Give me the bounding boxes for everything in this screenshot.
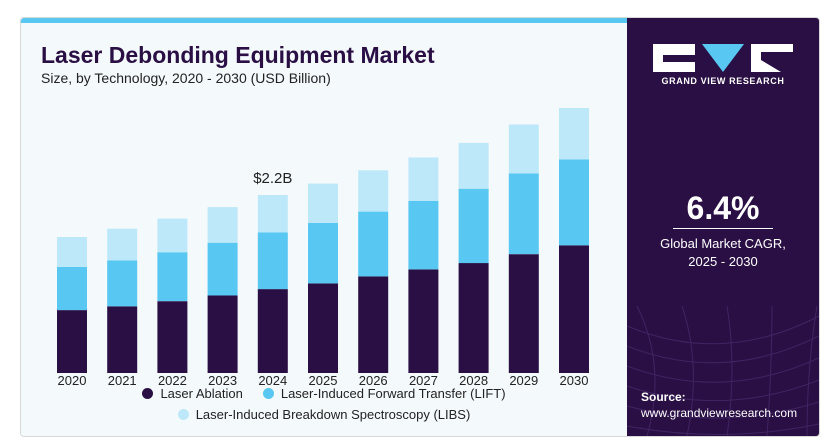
x-tick-label-2030: 2030 — [560, 373, 589, 388]
bar-libs-2030 — [559, 108, 589, 160]
logo-wordmark: GRAND VIEW RESEARCH — [661, 76, 785, 86]
x-tick-label-2027: 2027 — [409, 373, 438, 388]
bar-lift-2021 — [107, 260, 138, 307]
bar-lift-2030 — [559, 159, 589, 246]
x-tick-label-2024: 2024 — [258, 373, 287, 388]
cagr-label-line1: Global Market CAGR, — [660, 236, 786, 251]
bar-lift-2023 — [207, 242, 238, 296]
bar-libs-2026 — [358, 170, 389, 212]
x-tick-label-2025: 2025 — [309, 373, 338, 388]
legend-label-libs: Laser-Induced Breakdown Spectroscopy (LI… — [195, 406, 471, 422]
cagr-value: 6.4% — [686, 190, 760, 226]
bar-lift-2026 — [358, 211, 389, 277]
chart-legend: Laser Ablation Laser-Induced Forward Tra… — [21, 384, 627, 426]
legend-swatch-ablation — [142, 387, 154, 399]
grand-view-research-logo — [653, 44, 793, 72]
cagr-label: Global Market CAGR, 2025 - 2030 — [627, 235, 819, 271]
x-tick-label-2028: 2028 — [459, 373, 488, 388]
legend-label-ablation: Laser Ablation — [160, 385, 243, 401]
x-tick-label-2029: 2029 — [509, 373, 538, 388]
grid-decoration — [627, 306, 819, 436]
bar-libs-2025 — [308, 183, 338, 223]
bar-libs-2029 — [508, 124, 539, 174]
bar-ablation-2028 — [458, 263, 489, 373]
bar-ablation-2020 — [57, 310, 87, 373]
bar-ablation-2027 — [408, 269, 439, 373]
bar-lift-2020 — [57, 266, 87, 311]
bar-ablation-2030 — [559, 245, 589, 373]
bar-lift-2029 — [508, 173, 539, 255]
x-tick-label-2023: 2023 — [208, 373, 237, 388]
source-label: Source: — [641, 390, 686, 404]
bar-ablation-2026 — [358, 276, 389, 373]
bar-ablation-2023 — [207, 295, 238, 373]
bar-libs-2027 — [408, 157, 439, 201]
stacked-bar-chart: 2020 2021 2022 2023 2024 $2.2B 2025 2026 2027 202… — [57, 108, 589, 388]
bar-lift-2025 — [308, 223, 338, 284]
bar-ablation-2024 — [257, 289, 288, 373]
legend-label-lift: Laser-Induced Forward Transfer (LIFT) — [280, 385, 506, 401]
summary-panel: GRAND VIEW RESEARCH 6.4% Global Market C… — [627, 18, 819, 436]
chart-panel: Laser Debonding Equipment Market Size, b… — [21, 18, 627, 436]
bar-libs-2023 — [207, 207, 238, 243]
legend-item-libs: Laser-Induced Breakdown Spectroscopy (LI… — [177, 406, 471, 422]
legend-item-ablation: Laser Ablation — [142, 385, 243, 401]
chart-title: Laser Debonding Equipment Market — [41, 42, 435, 68]
cagr-divider — [673, 228, 773, 229]
bar-libs-2022 — [157, 218, 188, 253]
legend-row-2: Laser-Induced Breakdown Spectroscopy (LI… — [21, 405, 627, 423]
cagr-label-line2: 2025 - 2030 — [688, 254, 758, 269]
chart-subtitle: Size, by Technology, 2020 - 2030 (USD Bi… — [41, 70, 331, 86]
bar-ablation-2029 — [508, 254, 539, 373]
legend-swatch-lift — [262, 387, 274, 399]
bar-libs-2024 — [257, 195, 288, 233]
accent-strip — [21, 18, 627, 23]
legend-item-lift: Laser-Induced Forward Transfer (LIFT) — [262, 385, 506, 401]
legend-swatch-libs — [177, 408, 189, 420]
annotation-label-2024: $2.2B — [253, 170, 292, 187]
bar-libs-2020 — [57, 237, 87, 267]
bar-libs-2028 — [458, 142, 489, 189]
bar-lift-2028 — [458, 188, 489, 264]
bar-lift-2022 — [157, 252, 188, 302]
bar-lift-2027 — [408, 200, 439, 270]
bar-libs-2021 — [107, 228, 138, 261]
legend-row-1: Laser Ablation Laser-Induced Forward Tra… — [21, 384, 627, 402]
x-tick-label-2021: 2021 — [108, 373, 137, 388]
x-tick-label-2022: 2022 — [158, 373, 187, 388]
bar-ablation-2021 — [107, 306, 138, 373]
bar-lift-2024 — [257, 232, 288, 290]
x-tick-label-2026: 2026 — [359, 373, 388, 388]
report-card: Laser Debonding Equipment Market Size, b… — [20, 17, 820, 437]
x-tick-label-2020: 2020 — [58, 373, 87, 388]
bar-ablation-2022 — [157, 301, 188, 373]
source-link[interactable]: www.grandviewresearch.com — [641, 406, 798, 420]
bar-ablation-2025 — [308, 283, 338, 373]
